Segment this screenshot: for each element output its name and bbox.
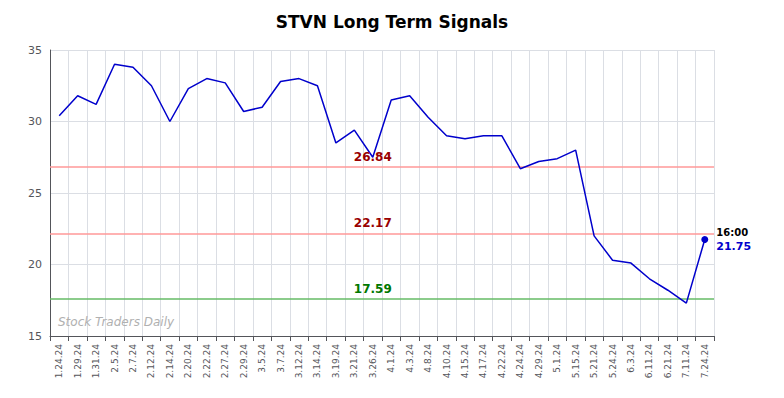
svg-text:6.21.24: 6.21.24 xyxy=(663,344,673,379)
svg-text:2.20.24: 2.20.24 xyxy=(183,344,193,379)
svg-text:20: 20 xyxy=(28,258,42,271)
svg-text:21.75: 21.75 xyxy=(716,240,751,253)
svg-text:26.84: 26.84 xyxy=(354,150,392,164)
svg-text:4.1.24: 4.1.24 xyxy=(386,344,396,373)
svg-text:5.1.24: 5.1.24 xyxy=(552,344,562,373)
svg-text:4.8.24: 4.8.24 xyxy=(423,344,433,373)
svg-text:2.22.24: 2.22.24 xyxy=(202,344,212,379)
svg-text:5.24.24: 5.24.24 xyxy=(608,344,618,379)
svg-text:3.21.24: 3.21.24 xyxy=(349,344,359,379)
svg-text:2.7.24: 2.7.24 xyxy=(128,344,138,373)
svg-text:22.17: 22.17 xyxy=(354,216,392,230)
svg-text:7.11.24: 7.11.24 xyxy=(681,344,691,379)
svg-text:1.31.24: 1.31.24 xyxy=(91,344,101,379)
svg-text:15: 15 xyxy=(28,330,42,343)
svg-text:3.14.24: 3.14.24 xyxy=(312,344,322,379)
svg-text:4.10.24: 4.10.24 xyxy=(442,344,452,379)
svg-text:16:00: 16:00 xyxy=(716,227,748,238)
svg-text:3.12.24: 3.12.24 xyxy=(294,344,304,379)
svg-text:Stock Traders Daily: Stock Traders Daily xyxy=(58,315,175,329)
svg-text:4.29.24: 4.29.24 xyxy=(534,344,544,379)
svg-text:2.27.24: 2.27.24 xyxy=(220,344,230,379)
svg-text:5.21.24: 5.21.24 xyxy=(589,344,599,379)
svg-text:3.19.24: 3.19.24 xyxy=(331,344,341,379)
svg-text:4.24.24: 4.24.24 xyxy=(515,344,525,379)
svg-text:6.11.24: 6.11.24 xyxy=(644,344,654,379)
svg-text:1.24.24: 1.24.24 xyxy=(54,344,64,379)
svg-text:3.26.24: 3.26.24 xyxy=(368,344,378,379)
svg-text:2.14.24: 2.14.24 xyxy=(165,344,175,379)
svg-text:7.24.24: 7.24.24 xyxy=(700,344,710,379)
svg-text:4.22.24: 4.22.24 xyxy=(497,344,507,379)
svg-text:3.7.24: 3.7.24 xyxy=(276,344,286,373)
svg-text:5.15.24: 5.15.24 xyxy=(571,344,581,379)
svg-text:STVN Long Term Signals: STVN Long Term Signals xyxy=(276,12,509,32)
svg-text:2.29.24: 2.29.24 xyxy=(239,344,249,379)
svg-text:4.15.24: 4.15.24 xyxy=(460,344,470,379)
svg-text:25: 25 xyxy=(28,187,42,200)
svg-text:30: 30 xyxy=(28,115,42,128)
svg-text:17.59: 17.59 xyxy=(354,282,392,296)
svg-text:3.5.24: 3.5.24 xyxy=(257,344,267,373)
svg-text:35: 35 xyxy=(28,44,42,57)
svg-text:4.17.24: 4.17.24 xyxy=(478,344,488,379)
svg-text:6.3.24: 6.3.24 xyxy=(626,344,636,373)
svg-text:4.3.24: 4.3.24 xyxy=(405,344,415,373)
svg-text:2.5.24: 2.5.24 xyxy=(110,344,120,373)
svg-text:1.29.24: 1.29.24 xyxy=(73,344,83,379)
svg-text:2.12.24: 2.12.24 xyxy=(146,344,156,379)
